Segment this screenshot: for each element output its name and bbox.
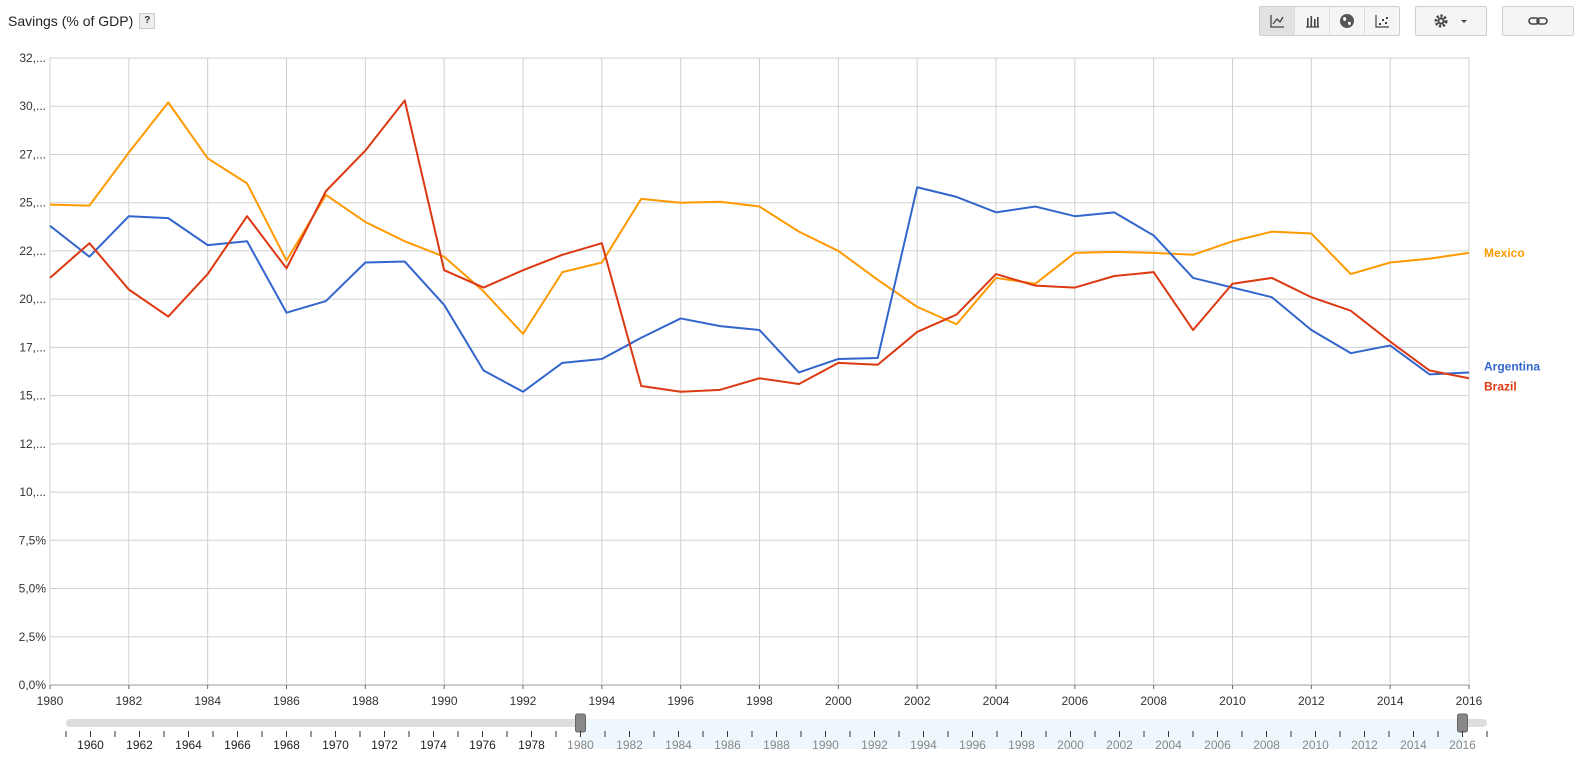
x-tick-label: 2012 [1298,694,1325,708]
chart-title: Savings (% of GDP) [8,13,134,29]
timeline-year-label: 1994 [910,738,937,752]
x-tick-label: 1986 [273,694,300,708]
timeline-year-label: 1988 [763,738,790,752]
timeline-year-label: 2002 [1106,738,1133,752]
series-label-argentina[interactable]: Argentina [1484,359,1540,373]
x-tick-label: 2010 [1219,694,1246,708]
settings-button[interactable] [1416,7,1486,35]
timeline-year-label: 1960 [77,738,104,752]
x-tick-label: 2002 [904,694,931,708]
timeline-year-label: 2010 [1302,738,1329,752]
y-tick-label: 5,0% [19,582,47,596]
timeline-start-handle[interactable] [575,713,586,733]
timeline-end-handle[interactable] [1457,713,1468,733]
chart-series [49,99,1470,393]
timeline-year-label: 1978 [518,738,545,752]
bar-chart-icon [1306,16,1319,28]
link-button[interactable] [1503,7,1573,35]
x-tick-label: 2014 [1377,694,1404,708]
timeline-year-label: 2016 [1449,738,1476,752]
timeline-year-label: 2004 [1155,738,1182,752]
link-icon [1528,17,1548,25]
y-tick-label: 25,... [19,196,46,210]
x-tick-label: 2000 [825,694,852,708]
x-tick-label: 1992 [510,694,537,708]
series-line-brazil [49,99,1470,393]
view-toolbar [1259,6,1400,36]
timeline-year-label: 1976 [469,738,496,752]
timeline-year-label: 1962 [126,738,153,752]
chart-header: Savings (% of GDP) ? [8,13,156,29]
x-tick-label: 1982 [115,694,142,708]
chart-grid [49,57,1470,689]
y-tick-label: 2,5% [19,630,47,644]
timeline-year-label: 1964 [175,738,202,752]
timeline-year-label: 2006 [1204,738,1231,752]
line-chart-view-button[interactable] [1260,7,1295,35]
line-chart-icon [1270,15,1284,28]
timeline-year-label: 1980 [567,738,594,752]
scatter-view-button[interactable] [1365,7,1399,35]
x-tick-label: 2016 [1456,694,1483,708]
series-line-argentina [49,186,1470,393]
x-tick-label: 1984 [194,694,221,708]
chart-labels: 0,0% 2,5% 5,0% 7,5% 10,... 12,... 15,... 17,...… [19,51,1541,708]
timeline-year-label: 2012 [1351,738,1378,752]
y-tick-label: 32,... [19,51,46,65]
y-tick-label: 10,... [19,485,46,499]
x-tick-label: 1994 [588,694,615,708]
timeline-year-label: 1982 [616,738,643,752]
x-tick-label: 1998 [746,694,773,708]
timeline-year-label: 2014 [1400,738,1427,752]
timeline-year-label: 2008 [1253,738,1280,752]
x-tick-label: 2008 [1140,694,1167,708]
x-tick-label: 1996 [667,694,694,708]
timeline-year-label: 1972 [371,738,398,752]
series-line-mexico [49,101,1470,335]
link-toolbar [1502,6,1574,36]
timeline-year-label: 1984 [665,738,692,752]
x-tick-label: 2004 [983,694,1010,708]
timeline-navigator: 1960 1962 1964 1966 1968 1970 1972 1974 1976 1978… [65,713,1488,752]
timeline-year-label: 1992 [861,738,888,752]
timeline-year-label: 1966 [224,738,251,752]
map-view-button[interactable] [1330,7,1365,35]
y-tick-label: 17,... [19,340,46,354]
y-tick-label: 22,... [19,244,46,258]
timeline-year-label: 1998 [1008,738,1035,752]
y-tick-label: 12,... [19,437,46,451]
globe-icon [1340,14,1354,28]
timeline-year-label: 1970 [322,738,349,752]
series-label-mexico[interactable]: Mexico [1484,246,1525,260]
x-tick-label: 1990 [431,694,458,708]
timeline-year-label: 1996 [959,738,986,752]
timeline-year-label: 1990 [812,738,839,752]
y-tick-label: 0,0% [19,678,47,692]
gear-icon [1434,14,1467,28]
settings-toolbar [1415,6,1487,36]
x-tick-label: 1988 [352,694,379,708]
bar-chart-view-button[interactable] [1295,7,1330,35]
y-tick-label: 30,... [19,99,46,113]
x-tick-label: 1980 [37,694,64,708]
y-tick-label: 27,... [19,147,46,161]
timeline-year-label: 1986 [714,738,741,752]
timeline-year-label: 1968 [273,738,300,752]
timeline-year-label: 2000 [1057,738,1084,752]
help-button[interactable]: ? [139,13,156,29]
y-tick-label: 7,5% [19,533,47,547]
y-tick-label: 15,... [19,389,46,403]
series-label-brazil[interactable]: Brazil [1484,379,1517,393]
timeline-year-label: 1974 [420,738,447,752]
x-tick-label: 2006 [1061,694,1088,708]
y-tick-label: 20,... [19,292,46,306]
scatter-chart-icon [1375,15,1389,28]
